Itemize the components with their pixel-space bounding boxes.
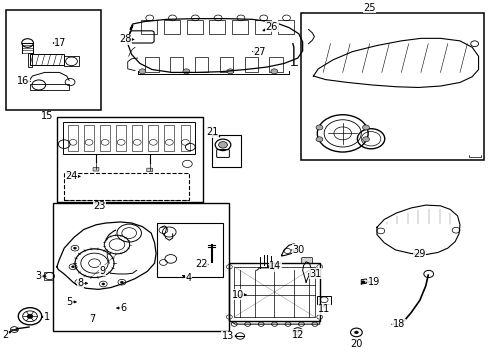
Bar bbox=[165, 126, 174, 151]
Bar bbox=[209, 20, 225, 34]
Text: 17: 17 bbox=[54, 38, 67, 48]
Bar bbox=[148, 126, 158, 151]
Circle shape bbox=[361, 281, 365, 284]
Circle shape bbox=[121, 281, 123, 283]
Bar bbox=[30, 54, 64, 65]
FancyBboxPatch shape bbox=[147, 168, 153, 172]
Circle shape bbox=[354, 331, 358, 334]
Bar bbox=[229, 263, 320, 320]
Bar bbox=[5, 10, 101, 110]
Text: 29: 29 bbox=[413, 248, 426, 258]
Circle shape bbox=[219, 141, 227, 148]
Text: 30: 30 bbox=[293, 245, 305, 255]
Bar bbox=[30, 84, 69, 90]
FancyBboxPatch shape bbox=[302, 257, 313, 263]
Bar bbox=[100, 126, 110, 151]
Text: 18: 18 bbox=[393, 319, 405, 329]
Bar bbox=[27, 53, 32, 67]
Text: 11: 11 bbox=[318, 304, 330, 314]
Circle shape bbox=[316, 125, 323, 130]
Text: 10: 10 bbox=[232, 290, 244, 300]
Bar bbox=[63, 122, 195, 154]
Text: 22: 22 bbox=[195, 259, 207, 269]
Bar bbox=[195, 57, 208, 72]
FancyBboxPatch shape bbox=[93, 167, 99, 171]
Bar bbox=[84, 126, 94, 151]
Bar bbox=[180, 126, 190, 151]
Text: 4: 4 bbox=[186, 273, 192, 283]
Bar bbox=[68, 126, 78, 151]
Bar bbox=[157, 223, 223, 277]
Circle shape bbox=[77, 281, 80, 283]
Circle shape bbox=[363, 125, 369, 130]
Bar bbox=[232, 20, 248, 34]
Text: 23: 23 bbox=[93, 201, 105, 211]
Bar bbox=[57, 117, 203, 202]
Bar bbox=[170, 57, 183, 72]
Text: 7: 7 bbox=[89, 314, 95, 324]
Text: 6: 6 bbox=[121, 303, 127, 313]
Text: 16: 16 bbox=[17, 76, 29, 86]
Circle shape bbox=[363, 137, 369, 142]
Text: 25: 25 bbox=[364, 3, 376, 13]
Text: 9: 9 bbox=[99, 266, 105, 276]
Text: 24: 24 bbox=[65, 171, 78, 181]
Bar bbox=[220, 57, 233, 72]
Text: 28: 28 bbox=[119, 35, 131, 44]
Text: 31: 31 bbox=[309, 269, 321, 279]
Text: 3: 3 bbox=[36, 271, 42, 281]
Circle shape bbox=[27, 314, 33, 319]
Bar bbox=[164, 20, 180, 34]
Bar bbox=[255, 20, 271, 34]
Text: 2: 2 bbox=[2, 329, 9, 339]
Text: 5: 5 bbox=[66, 297, 72, 307]
Text: 20: 20 bbox=[350, 339, 363, 349]
Text: 27: 27 bbox=[253, 46, 266, 57]
Circle shape bbox=[74, 247, 76, 249]
Text: 8: 8 bbox=[77, 278, 83, 288]
Bar bbox=[212, 135, 241, 167]
Bar bbox=[44, 272, 53, 280]
Bar bbox=[270, 57, 283, 72]
Bar bbox=[132, 126, 142, 151]
Bar bbox=[116, 126, 126, 151]
Bar bbox=[141, 20, 157, 34]
Text: 15: 15 bbox=[41, 111, 53, 121]
Text: 12: 12 bbox=[292, 330, 304, 340]
Text: 13: 13 bbox=[222, 331, 234, 341]
Text: 26: 26 bbox=[266, 22, 278, 32]
Text: 21: 21 bbox=[206, 127, 219, 137]
Circle shape bbox=[139, 69, 146, 74]
Bar bbox=[245, 57, 258, 72]
Bar bbox=[187, 20, 203, 34]
Bar bbox=[64, 56, 79, 66]
Bar bbox=[234, 267, 315, 317]
Bar bbox=[145, 57, 159, 72]
Text: 19: 19 bbox=[368, 277, 380, 287]
Text: 1: 1 bbox=[44, 312, 49, 322]
Bar bbox=[318, 296, 331, 304]
Bar bbox=[301, 13, 485, 160]
Text: 14: 14 bbox=[269, 261, 281, 271]
Bar bbox=[53, 203, 229, 330]
Circle shape bbox=[271, 69, 278, 74]
Bar bbox=[64, 173, 189, 200]
Circle shape bbox=[227, 69, 234, 74]
Bar bbox=[278, 20, 294, 34]
Circle shape bbox=[72, 266, 74, 268]
Circle shape bbox=[316, 137, 323, 142]
Circle shape bbox=[183, 69, 190, 74]
Circle shape bbox=[102, 283, 105, 285]
